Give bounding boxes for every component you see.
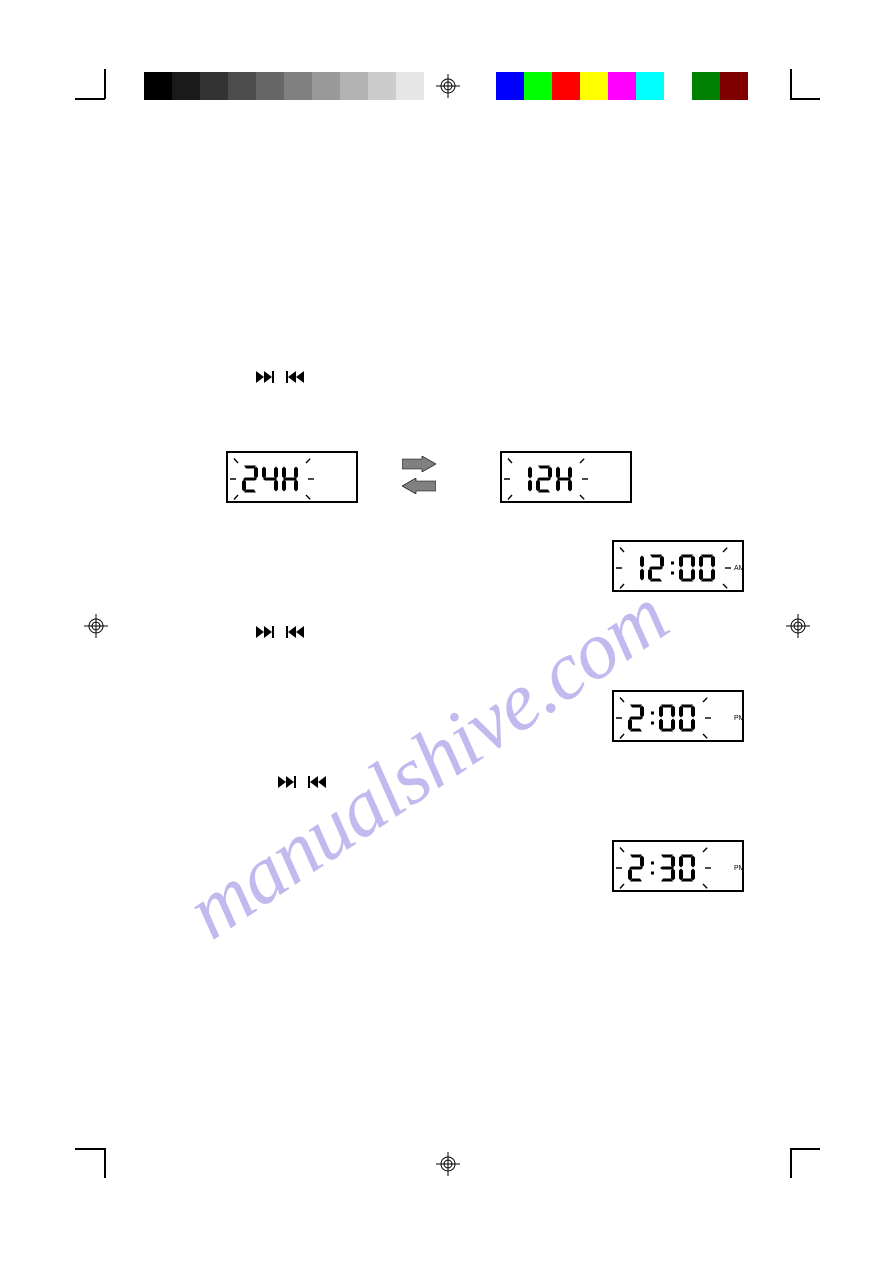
- swatch: [720, 72, 748, 100]
- swatch: [608, 72, 636, 100]
- registration-mark-icon: [786, 614, 810, 638]
- arrow-left-icon: [402, 478, 436, 499]
- skip-back-icon: [286, 370, 306, 388]
- svg-text:AM: AM: [734, 565, 742, 572]
- registration-mark-icon: [436, 74, 460, 98]
- skip-forward-icon: [278, 775, 298, 793]
- skip-icon-group: [278, 775, 328, 793]
- swatch: [228, 72, 256, 100]
- swatch: [496, 72, 524, 100]
- skip-icon-group: [256, 370, 306, 388]
- crop-mark: [75, 98, 105, 100]
- crop-mark: [790, 69, 792, 99]
- swatch: [552, 72, 580, 100]
- swatch: [636, 72, 664, 100]
- skip-forward-icon: [256, 370, 276, 388]
- skip-back-icon: [286, 625, 306, 643]
- registration-mark-icon: [436, 1152, 460, 1176]
- swatch: [664, 72, 692, 100]
- swatch: [340, 72, 368, 100]
- crop-mark: [790, 1148, 792, 1178]
- swatch: [396, 72, 424, 100]
- swatch: [580, 72, 608, 100]
- lcd-display: PM: [612, 840, 744, 892]
- swatch: [368, 72, 396, 100]
- color-colorbar: [496, 72, 748, 100]
- swatch: [144, 72, 172, 100]
- crop-mark: [104, 69, 106, 99]
- lcd-display: [226, 451, 358, 503]
- swatch: [284, 72, 312, 100]
- svg-text:PM: PM: [734, 715, 742, 722]
- swatch: [524, 72, 552, 100]
- svg-text:PM: PM: [734, 865, 742, 872]
- skip-forward-icon: [256, 625, 276, 643]
- skip-icon-group: [256, 625, 306, 643]
- watermark-text: manualshive.com: [170, 569, 684, 958]
- arrow-right-icon: [402, 456, 436, 477]
- swatch: [200, 72, 228, 100]
- swatch: [256, 72, 284, 100]
- lcd-display: [500, 451, 632, 503]
- swatch: [312, 72, 340, 100]
- lcd-display: AM: [612, 540, 744, 592]
- crop-mark: [790, 1148, 820, 1150]
- crop-mark: [790, 98, 820, 100]
- swatch: [172, 72, 200, 100]
- registration-mark-icon: [84, 614, 108, 638]
- skip-back-icon: [308, 775, 328, 793]
- crop-mark: [75, 1148, 105, 1150]
- swatch: [692, 72, 720, 100]
- crop-mark: [104, 1148, 106, 1178]
- grayscale-colorbar: [144, 72, 424, 100]
- lcd-display: PM: [612, 690, 744, 742]
